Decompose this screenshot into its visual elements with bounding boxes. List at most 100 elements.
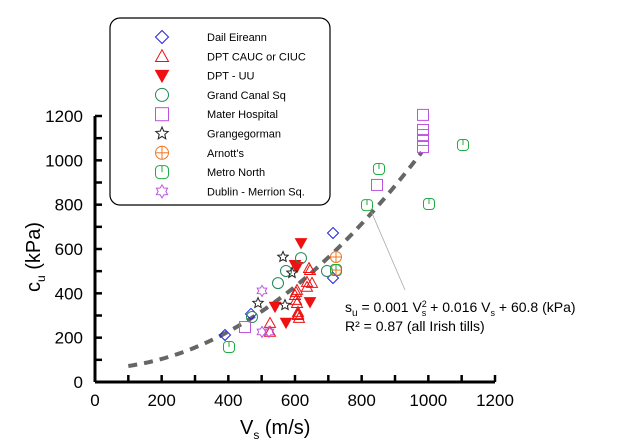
series-dpt-cauc-or-ciuc [263,261,319,337]
data-point [263,325,275,339]
data-point [361,199,373,212]
y-tick-label: 800 [55,196,83,215]
y-axis-title-unit: (kPa) [23,222,45,275]
data-point [280,264,292,277]
data-point [268,301,282,314]
eq-term1-sup: 2 [422,299,427,309]
x-axis-title: Vs (m/s) [240,417,310,442]
annotation-leader-line [371,212,406,291]
legend-marker [154,48,170,62]
legend-label: Arnott's [207,148,244,160]
data-point [288,288,302,301]
data-point [295,252,307,265]
data-point [457,139,469,152]
data-point [292,311,306,323]
data-point [417,108,429,121]
x-tick-label: 200 [147,391,175,410]
data-point [246,311,258,324]
eq-term1: = 0.001 V [358,299,423,315]
legend: Dail Eireann DPT CAUC or CIUC DPT - UU Gran… [109,17,331,206]
axes: 0 200 400 600 800 1000 1200 0 200 400 600 800 1000 12… [45,107,514,410]
data-point [290,283,304,295]
series-grangegorman [251,250,299,311]
eq-term2: + 0.016 V [426,299,491,315]
data-point [417,141,429,154]
data-point [272,277,284,290]
fit-equation: su = 0.001 V2 s + 0.016 Vs + 60.8 (kPa) [345,299,576,319]
data-point [303,263,317,275]
series-mater-hospital [239,108,429,334]
legend-label: Mater Hospital [207,109,278,121]
fit-r-squared: R² = 0.87 (all Irish tills) [345,318,485,334]
legend-item: Arnott's [155,145,244,160]
x-tick-label: 600 [281,391,309,410]
data-point [251,296,265,309]
data-points-layer [218,108,469,353]
legend-marker [155,183,169,199]
data-point [291,307,305,319]
eq-term1-sub: s [422,308,427,318]
data-point [300,280,314,292]
x-axis-title-sub: s [253,428,259,442]
x-tick-label: 1000 [409,391,447,410]
legend-label: Dublin - Merrion Sq. [207,186,305,198]
data-point [291,308,305,320]
axis-titles: Vs (m/s) cu (kPa) [23,222,310,442]
legend-marker [155,107,169,122]
data-point [423,198,435,211]
y-tick-label: 1200 [45,107,83,126]
eq-term2-sub: s [491,308,496,318]
data-point [305,276,319,288]
x-tick-label: 400 [214,391,242,410]
legend-label: Grand Canal Sq [207,90,286,102]
data-point [321,264,333,277]
legend-item: Dublin - Merrion Sq. [155,183,305,199]
x-axis-title-main: V [240,417,254,439]
eq-su: s [345,299,352,315]
data-point [326,226,340,240]
data-point [371,178,383,191]
legend-label: Dail Eireann [207,32,267,44]
eq-su-sub: u [352,308,358,319]
data-point [330,264,342,277]
legend-label: DPT CAUC or CIUC [207,51,306,63]
series-dublin-merrion-sq [256,284,275,339]
series-metro-north [223,139,469,353]
legend-label: Metro North [207,167,265,179]
data-point [239,321,251,334]
legend-marker [155,87,169,102]
data-point [218,328,232,342]
y-axis-title-main: c [23,282,45,292]
y-tick-label: 0 [74,373,83,392]
legend-item: Dail Eireann [154,29,267,45]
series-grand-canal-sq [246,252,333,324]
series-dpt-uu [268,238,317,330]
data-point [285,266,299,279]
legend-label: DPT - UU [207,71,255,83]
x-tick-label: 0 [90,391,99,410]
data-point [373,162,385,175]
legend-item: Grand Canal Sq [155,87,286,102]
legend-item: DPT - UU [154,69,255,84]
legend-marker [155,165,169,180]
y-tick-label: 400 [55,284,83,303]
data-point [291,305,305,317]
legend-marker [154,29,170,45]
x-tick-label: 800 [347,391,375,410]
x-axis-title-unit: (m/s) [259,417,310,439]
y-axis-title-sub: u [34,275,48,282]
legend-item: Grangegorman [154,125,281,141]
legend-marker [154,125,170,140]
fit-annotation: su = 0.001 V2 s + 0.016 Vs + 60.8 (kPa) R… [345,212,576,334]
y-tick-label: 200 [55,329,83,348]
y-axis-title: cu (kPa) [23,222,48,292]
legend-item: DPT CAUC or CIUC [154,48,306,63]
data-point [279,317,293,330]
data-point [294,238,308,250]
legend-marker [155,145,169,160]
legend-marker [154,69,170,84]
data-point [223,340,235,353]
data-point [417,133,429,146]
series-dail-eireann [218,226,340,342]
